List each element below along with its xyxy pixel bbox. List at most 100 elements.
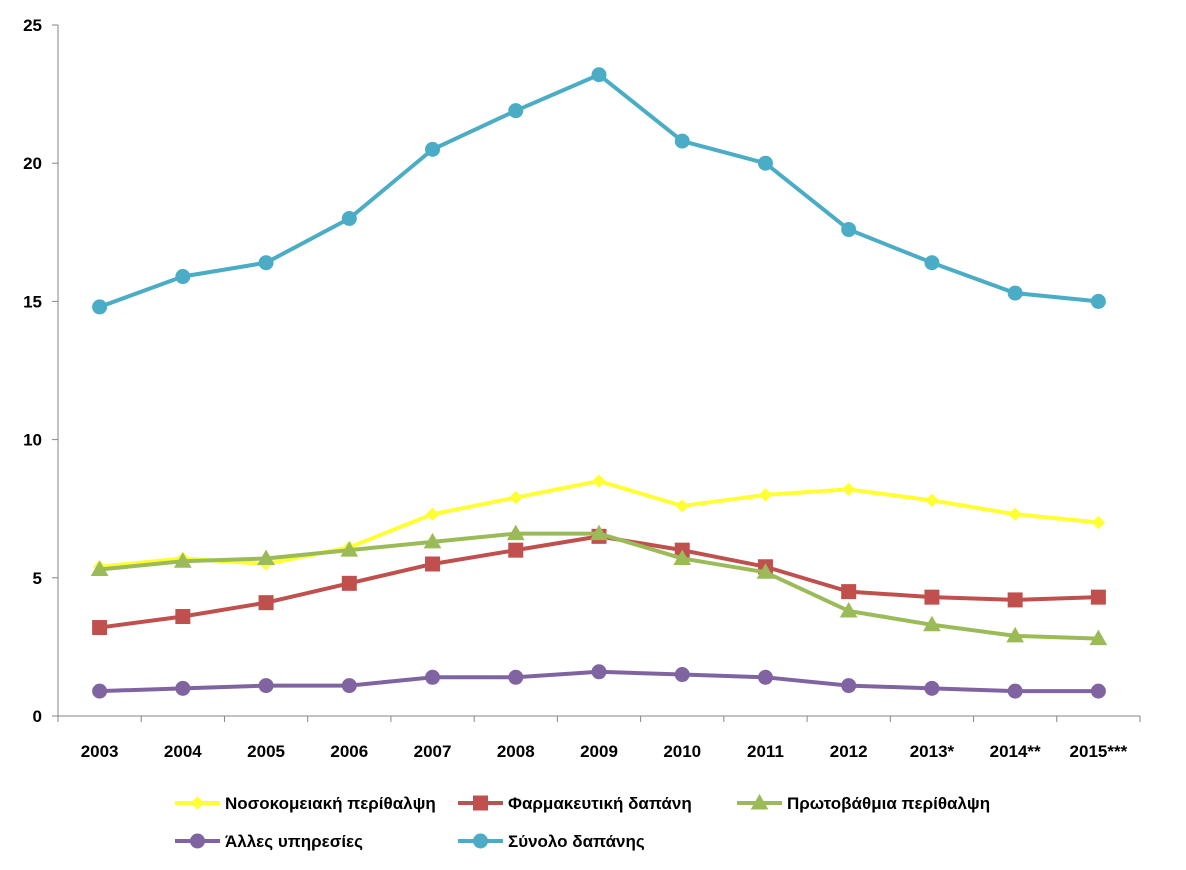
data-point — [757, 669, 773, 685]
legend: Νοσοκομειακή περίθαλψη Φαρμακευτική δαπάν… — [175, 793, 990, 851]
legend-label: Άλλες υπηρεσίες — [225, 832, 363, 851]
legend-item: Σύνολο δαπάνης — [458, 832, 645, 851]
series-layer — [90, 67, 1108, 699]
data-point — [1007, 683, 1023, 699]
data-point — [758, 488, 773, 502]
legend-item: Άλλες υπηρεσίες — [175, 832, 363, 851]
data-point — [508, 542, 524, 558]
legend-label: Σύνολο δαπάνης — [508, 832, 645, 851]
data-point — [591, 664, 607, 680]
data-point — [92, 620, 108, 636]
data-point — [1091, 515, 1106, 530]
data-point — [757, 155, 773, 171]
data-point — [841, 678, 857, 694]
y-tick-label: 10 — [23, 431, 42, 450]
data-point — [839, 601, 858, 618]
legend-swatch-marker — [190, 796, 205, 810]
data-point — [341, 678, 357, 694]
data-point — [924, 589, 940, 605]
data-point — [509, 490, 523, 505]
data-point — [423, 532, 442, 549]
y-tick-label: 15 — [23, 292, 42, 311]
x-tick-label: 2013* — [910, 742, 955, 761]
data-point — [173, 552, 192, 568]
data-point — [1008, 507, 1022, 521]
legend-item: Νοσοκομειακή περίθαλψη — [175, 794, 436, 813]
legend-label: Πρωτοβάθμια περίθαλψη — [787, 794, 990, 813]
y-tick-label: 0 — [33, 707, 42, 726]
data-point — [258, 595, 274, 611]
legend-item: Φαρμακευτική δαπάνη — [458, 794, 692, 813]
x-tick-label: 2003 — [81, 742, 119, 761]
x-tick-label: 2007 — [414, 742, 452, 761]
x-tick-label: 2009 — [580, 742, 618, 761]
x-tick-label: 2005 — [247, 742, 285, 761]
legend-swatch-marker — [190, 833, 205, 849]
data-point — [425, 669, 441, 685]
data-point — [1089, 629, 1108, 646]
data-point — [756, 563, 775, 579]
data-point — [1006, 626, 1025, 643]
y-tick-label: 20 — [23, 154, 42, 173]
series-4 — [92, 664, 1106, 699]
x-axis-ticks: 2003 2004 2005 2006 2007 2008 2009 2010 2011 2012… — [57, 716, 1141, 761]
y-tick-label: 25 — [23, 16, 42, 35]
data-point — [341, 575, 357, 591]
data-point — [841, 482, 856, 497]
legend-swatch-marker — [750, 793, 769, 810]
data-point — [924, 680, 940, 696]
series-line — [99, 534, 1099, 630]
legend-item: Πρωτοβάθμια περίθαλψη — [737, 793, 990, 813]
data-point — [425, 141, 441, 157]
legend-swatch-marker — [473, 833, 488, 849]
data-point — [341, 210, 357, 226]
x-tick-label: 2012 — [830, 742, 868, 761]
data-point — [841, 584, 857, 600]
data-point — [675, 499, 689, 513]
data-point — [175, 269, 191, 285]
data-point — [1007, 592, 1023, 608]
series-2 — [92, 528, 1106, 636]
x-tick-label: 2011 — [747, 742, 784, 761]
data-point — [425, 556, 441, 572]
series-3 — [90, 524, 1108, 646]
data-point — [506, 524, 525, 541]
data-point — [175, 680, 191, 696]
data-point — [258, 678, 274, 694]
data-point — [591, 67, 607, 83]
data-point — [924, 255, 940, 271]
data-point — [92, 683, 108, 699]
data-point — [90, 560, 109, 577]
data-point — [1090, 683, 1106, 699]
data-point — [923, 615, 941, 632]
data-point — [175, 608, 191, 624]
x-tick-label: 2006 — [330, 742, 368, 761]
data-point — [1090, 293, 1106, 309]
y-tick-label: 5 — [33, 569, 42, 588]
data-point — [508, 103, 524, 119]
series-line — [99, 531, 1099, 641]
data-point — [1007, 285, 1023, 301]
series-5 — [92, 67, 1106, 315]
legend-label: Φαρμακευτική δαπάνη — [508, 794, 692, 813]
data-point — [674, 667, 690, 683]
data-point — [592, 474, 606, 488]
data-point — [257, 549, 275, 565]
x-tick-label: 2015*** — [1070, 742, 1128, 761]
axes — [57, 25, 1140, 717]
data-point — [425, 507, 440, 521]
legend-swatch-marker — [473, 795, 488, 811]
data-point — [925, 493, 939, 508]
data-point — [508, 669, 524, 685]
series-line — [98, 72, 1099, 309]
x-tick-label: 2004 — [164, 742, 202, 761]
data-point — [258, 255, 274, 271]
y-axis-ticks: 0 5 10 15 20 25 — [23, 16, 58, 726]
legend-label: Νοσοκομειακή περίθαλψη — [225, 794, 436, 813]
data-point — [674, 133, 690, 149]
x-tick-label: 2008 — [497, 742, 535, 761]
data-point — [340, 541, 359, 557]
data-point — [841, 222, 857, 238]
x-tick-label: 2014** — [990, 742, 1041, 761]
